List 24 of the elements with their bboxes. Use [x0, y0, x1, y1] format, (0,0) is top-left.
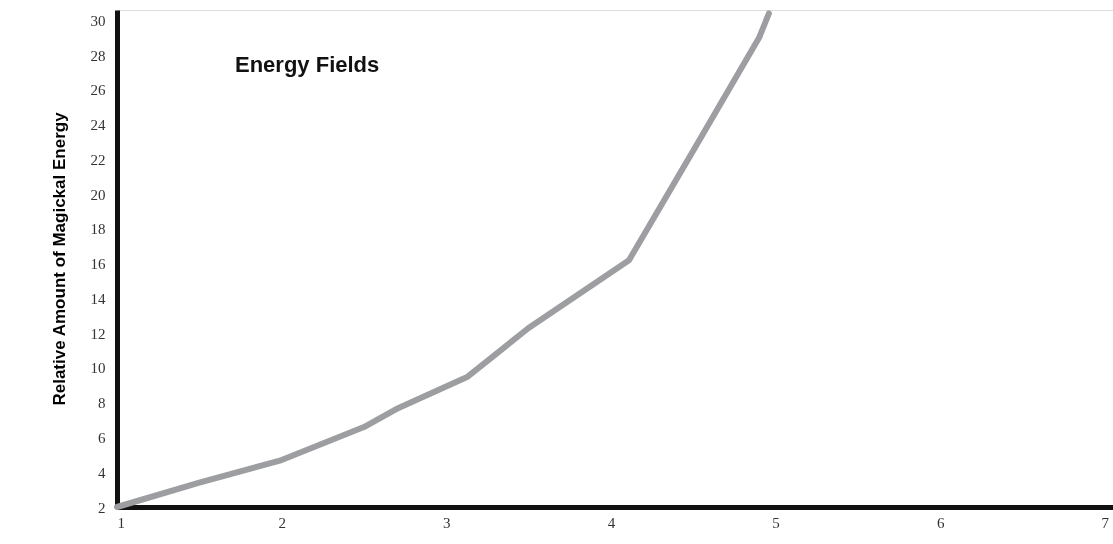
y-tick-label: 10: [90, 360, 106, 377]
x-tick-label: 6: [936, 514, 945, 531]
y-tick-label: 8: [98, 395, 106, 412]
y-tick-label: 14: [90, 290, 106, 307]
y-tick-label: 28: [90, 47, 106, 64]
x-tick-label: 3: [443, 514, 451, 531]
y-tick-label: 26: [90, 82, 106, 99]
y-tick-label: 4: [98, 464, 106, 481]
y-tick-label: 24: [90, 117, 106, 134]
y-tick-label: 2: [98, 499, 106, 516]
y-tick-label: 18: [90, 221, 106, 238]
y-tick-label: 22: [90, 151, 106, 168]
text: Energy Fields: [235, 52, 380, 77]
y-tick-label: 16: [90, 256, 106, 273]
x-tick-label: 4: [607, 514, 616, 531]
x-tick-label: 1: [117, 514, 125, 531]
x-tick-label: 2: [278, 514, 286, 531]
y-tick-label: 12: [90, 325, 106, 342]
y-axis-title: Relative Amount of Magickal Energy: [49, 111, 69, 406]
x-tick-label: 7: [1101, 514, 1110, 531]
y-tick-label: 6: [98, 429, 106, 446]
y-tick-label: 20: [90, 186, 106, 203]
y-tick-label: 30: [90, 12, 106, 29]
x-tick-label: 5: [772, 514, 780, 531]
